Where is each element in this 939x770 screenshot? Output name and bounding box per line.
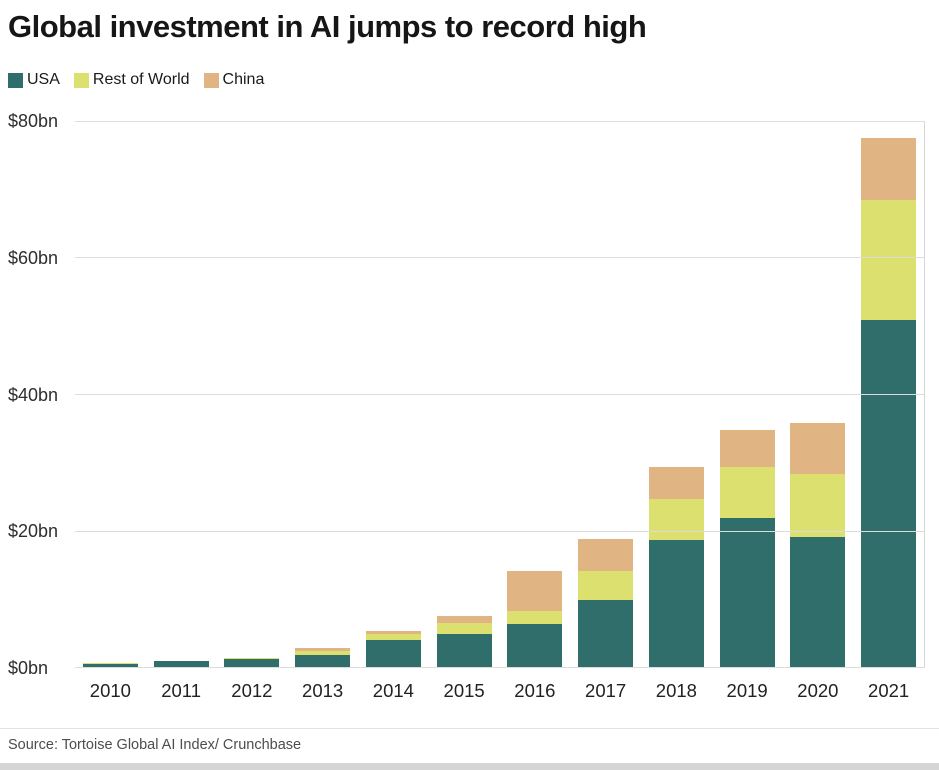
bar-segment-china xyxy=(648,466,704,500)
x-axis-label-2015: 2015 xyxy=(443,680,485,702)
x-axis-label-2010: 2010 xyxy=(89,680,131,702)
bar-slot-2019 xyxy=(712,121,783,669)
bar-2010 xyxy=(82,663,138,669)
bar-segment-china xyxy=(365,631,421,634)
bar-segment-rest-of-world xyxy=(648,499,704,541)
bar-segment-rest-of-world xyxy=(153,660,209,662)
bar-slot-2010 xyxy=(75,121,146,669)
bar-segment-usa xyxy=(790,536,846,669)
gridline-0 xyxy=(75,667,925,669)
x-axis-label-2012: 2012 xyxy=(231,680,273,702)
bar-slot-2021 xyxy=(853,121,924,669)
legend-swatch xyxy=(8,72,23,88)
bar-slot-2015 xyxy=(429,121,500,669)
bar-segment-rest-of-world xyxy=(507,611,563,625)
chart-title: Global investment in AI jumps to record … xyxy=(8,9,647,44)
bar-segment-rest-of-world xyxy=(436,623,492,634)
gridline-40 xyxy=(75,394,925,396)
bar-segment-rest-of-world xyxy=(719,466,775,518)
bar-segment-usa xyxy=(153,661,209,669)
bar-2014 xyxy=(365,631,421,669)
bar-segment-rest-of-world xyxy=(578,571,634,600)
x-axis-label-2019: 2019 xyxy=(726,680,768,702)
bar-2011 xyxy=(153,660,209,669)
y-axis-tick-label: $80bn xyxy=(8,110,68,133)
gridline-20 xyxy=(75,530,925,532)
legend-label: Rest of World xyxy=(92,71,190,89)
bar-slot-2018 xyxy=(641,121,712,669)
x-axis-label-2011: 2011 xyxy=(161,680,202,702)
bar-segment-rest-of-world xyxy=(224,657,280,660)
bar-segment-china xyxy=(861,138,917,200)
legend-item-usa: USA xyxy=(8,71,60,89)
legend-label: China xyxy=(222,71,265,89)
bar-segment-china xyxy=(436,616,492,624)
bar-2015 xyxy=(436,616,492,669)
bar-2013 xyxy=(295,648,351,669)
stacked-bar-chart: $0bn $20bn $40bn $60bn $80bn 2010 2011 2012 201… xyxy=(8,110,939,702)
bar-segment-usa xyxy=(295,654,351,669)
bar-segment-usa xyxy=(82,664,138,669)
x-axis-label-2021: 2021 xyxy=(868,680,910,702)
bar-slot-2014 xyxy=(358,121,429,669)
bar-2016 xyxy=(507,571,563,669)
chart-legend: USA Rest of World China xyxy=(8,71,939,89)
gridline-80 xyxy=(75,120,925,122)
bar-segment-china xyxy=(719,429,775,467)
y-axis-tick-label: $60bn xyxy=(8,246,68,269)
y-axis-tick-label: $0bn xyxy=(8,657,68,680)
bar-segment-usa xyxy=(436,634,492,669)
legend-label: USA xyxy=(27,71,60,89)
bar-segment-usa xyxy=(719,517,775,669)
bar-2018 xyxy=(648,466,704,669)
x-axis-label-2014: 2014 xyxy=(372,680,414,702)
bar-slot-2011 xyxy=(146,121,217,669)
bar-2017 xyxy=(578,539,634,669)
plot-area: $0bn $20bn $40bn $60bn $80bn xyxy=(8,110,925,680)
bar-segment-china xyxy=(295,648,351,652)
bar-slot-2020 xyxy=(783,121,854,669)
x-axis-label-2016: 2016 xyxy=(514,680,556,702)
bar-segment-usa xyxy=(578,599,634,669)
bar-segment-rest-of-world xyxy=(790,474,846,537)
legend-item-china: China xyxy=(203,71,265,89)
x-axis-label-2017: 2017 xyxy=(585,680,627,702)
bar-2020 xyxy=(790,422,846,669)
bar-segment-china xyxy=(578,539,634,572)
bar-slot-2017 xyxy=(570,121,641,669)
bar-slot-2013 xyxy=(287,121,358,669)
bar-2012 xyxy=(224,657,280,669)
source-text: Source: Tortoise Global AI Index/ Crunch… xyxy=(8,737,302,753)
bar-segment-usa xyxy=(507,624,563,669)
gridline-60 xyxy=(75,257,925,259)
legend-swatch xyxy=(203,72,219,88)
bar-2021 xyxy=(861,138,917,669)
legend-swatch xyxy=(73,72,89,88)
bar-segment-rest-of-world xyxy=(82,663,138,665)
x-axis-labels: 2010 2011 2012 2013 2014 2015 2016 2017 2018 2019… xyxy=(75,680,924,702)
bar-segment-china xyxy=(790,422,846,474)
bar-segment-usa xyxy=(365,639,421,669)
x-axis-label-2018: 2018 xyxy=(655,680,697,702)
bar-segment-rest-of-world xyxy=(365,634,421,640)
x-axis-label-2020: 2020 xyxy=(797,680,839,702)
bars-container xyxy=(75,121,924,669)
bar-segment-rest-of-world xyxy=(861,199,917,320)
bar-segment-china xyxy=(507,571,563,612)
footer: Source: Tortoise Global AI Index/ Crunch… xyxy=(0,728,939,763)
bar-slot-2016 xyxy=(500,121,571,669)
bar-2019 xyxy=(719,429,775,669)
bar-segment-usa xyxy=(224,659,280,669)
bar-segment-usa xyxy=(861,319,917,669)
bottom-edge-strip xyxy=(0,763,939,770)
legend-item-rest-of-world: Rest of World xyxy=(73,71,190,89)
bar-segment-usa xyxy=(648,540,704,669)
y-axis-tick-label: $40bn xyxy=(8,383,68,406)
bar-slot-2012 xyxy=(217,121,288,669)
y-axis-tick-label: $20bn xyxy=(8,520,68,543)
x-axis-label-2013: 2013 xyxy=(302,680,344,702)
bar-segment-rest-of-world xyxy=(295,651,351,655)
